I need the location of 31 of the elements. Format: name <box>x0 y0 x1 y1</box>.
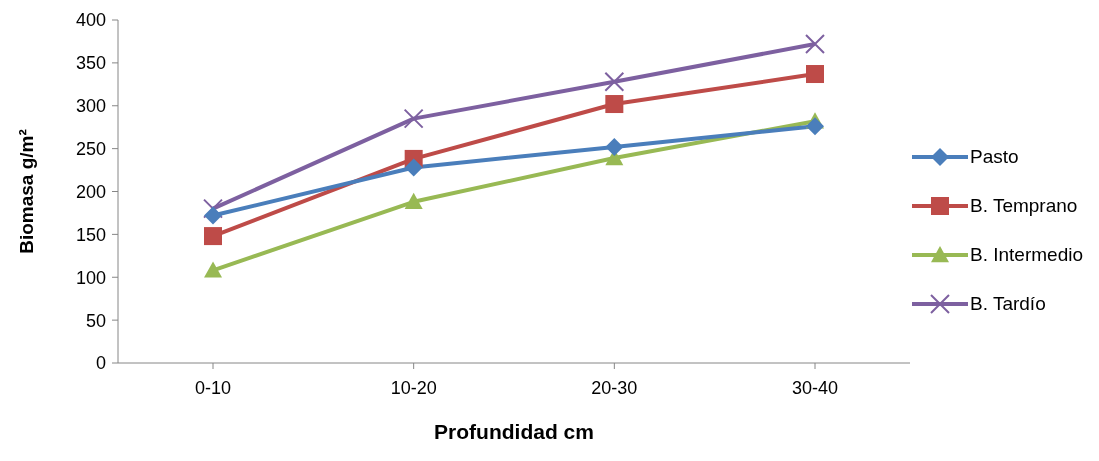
point <box>204 261 222 278</box>
point <box>806 65 824 84</box>
legend-label: B. Tardío <box>970 293 1046 315</box>
point <box>403 108 424 129</box>
point <box>404 158 423 177</box>
y-tick-label: 100 <box>75 267 106 288</box>
x-tick-label: 20-30 <box>591 377 638 398</box>
point <box>605 137 624 156</box>
y-tick-label: 200 <box>75 181 106 202</box>
x-tick-label: 10-20 <box>390 377 437 398</box>
y-tick-label: 350 <box>75 53 106 74</box>
x-tick-label: 0-10 <box>194 377 232 398</box>
legend-label: Pasto <box>970 146 1019 168</box>
point <box>805 34 825 55</box>
point <box>204 227 222 246</box>
y-tick-label: 400 <box>75 10 106 31</box>
legend-label: B. Intermedio <box>970 244 1083 266</box>
x-axis-title: Profundidad cm <box>434 420 594 443</box>
point <box>604 71 625 92</box>
y-tick-label: 0 <box>95 353 106 374</box>
point <box>204 206 222 225</box>
legend-label: B. Temprano <box>970 195 1078 217</box>
y-tick-label: 50 <box>85 310 106 331</box>
point <box>605 95 624 114</box>
y-tick-label: 250 <box>75 139 106 160</box>
point <box>404 192 423 209</box>
x-tick-label: 30-40 <box>791 377 839 398</box>
y-axis-title: Biomasa g/m² <box>15 129 37 254</box>
y-tick-label: 150 <box>75 224 106 245</box>
point <box>806 117 824 136</box>
y-tick-label: 300 <box>75 96 106 117</box>
